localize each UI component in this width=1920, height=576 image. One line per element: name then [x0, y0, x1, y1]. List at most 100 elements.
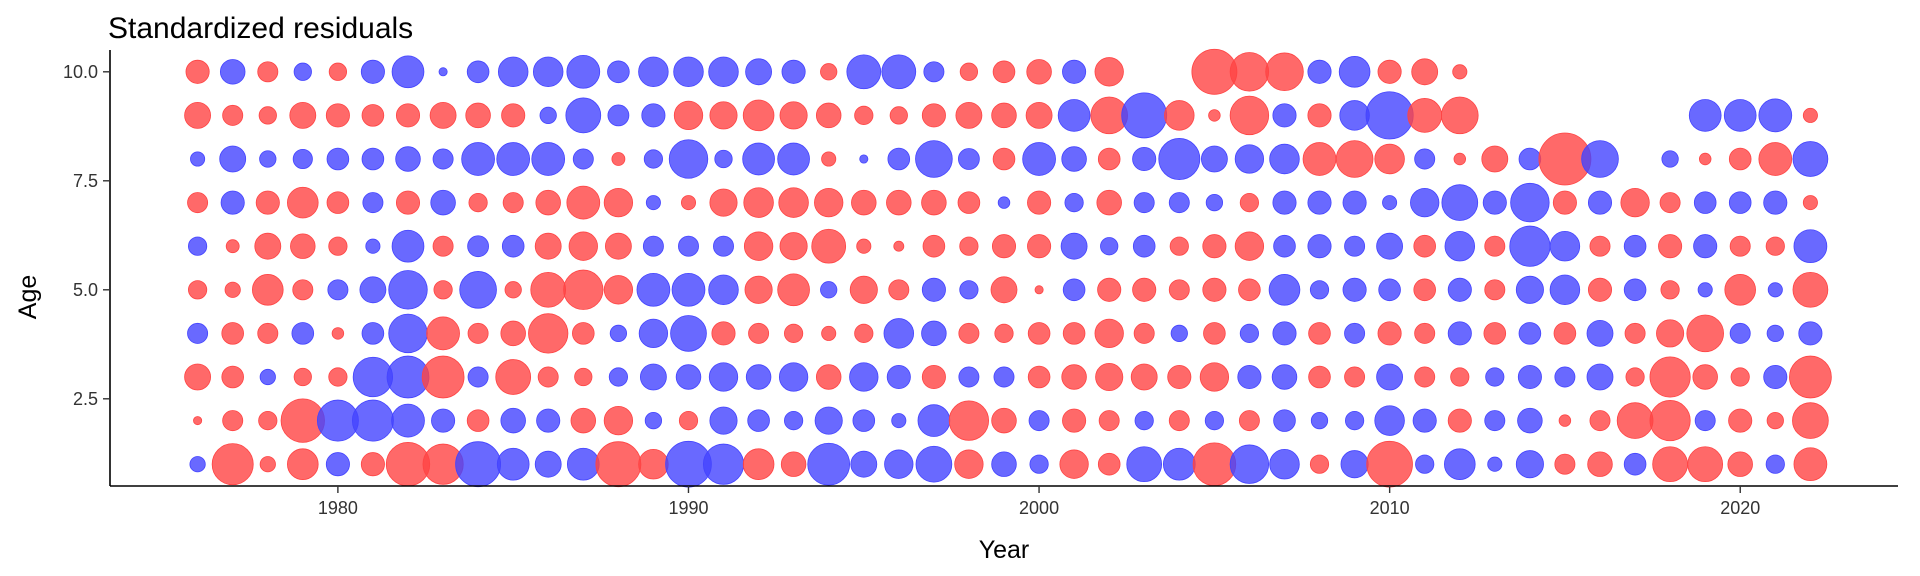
residual-bubble [1589, 410, 1611, 432]
residual-bubble [856, 238, 872, 254]
residual-bubble [327, 279, 349, 301]
residual-bubble [1057, 99, 1091, 132]
residual-bubble [1344, 366, 1366, 388]
residual-bubble [395, 103, 421, 128]
residual-bubble [849, 362, 879, 392]
residual-bubble [714, 149, 733, 169]
residual-bubble [1411, 58, 1439, 86]
residual-bubble [1272, 103, 1297, 128]
residual-bubble [891, 413, 907, 429]
residual-bubble [820, 63, 838, 81]
residual-bubble [889, 106, 908, 125]
residual-bubble [1554, 366, 1576, 388]
residual-bubble [708, 274, 739, 306]
residual-bubble [994, 323, 1014, 343]
residual-bubble [779, 232, 808, 261]
residual-bubble [254, 232, 282, 260]
residual-bubble [670, 315, 707, 352]
residual-bubble [921, 364, 946, 390]
residual-bubble [466, 409, 490, 432]
residual-bubble [1688, 99, 1722, 132]
residual-bubble [1729, 322, 1751, 344]
residual-bubble [532, 56, 564, 88]
residual-bubble [257, 322, 279, 344]
residual-bubble [850, 450, 878, 478]
residual-bubble [190, 151, 206, 167]
residual-bubble [1728, 147, 1752, 171]
residual-bubble [536, 408, 561, 433]
residual-bubble [603, 187, 634, 218]
residual-bubble [1552, 190, 1577, 215]
residual-bubble [1509, 225, 1551, 267]
residual-bubble [1168, 279, 1190, 301]
residual-bubble [747, 409, 770, 432]
residual-bubble [854, 105, 874, 125]
residual-bubble [778, 362, 809, 392]
residual-bubble [1554, 453, 1576, 475]
residual-bubble [222, 410, 244, 432]
residual-bubble [1382, 195, 1398, 211]
residual-bubble [1517, 407, 1543, 434]
residual-bubble [1623, 234, 1647, 258]
residual-bubble [255, 190, 280, 215]
residual-bubble [531, 142, 566, 176]
residual-bubble [1204, 411, 1224, 431]
residual-bubble [1061, 146, 1087, 172]
residual-bubble [1094, 318, 1124, 349]
residual-bubble [1238, 278, 1261, 302]
residual-bubble [1727, 451, 1753, 477]
residual-bubble [921, 320, 947, 347]
residual-bubble [1412, 408, 1437, 433]
residual-bubble [645, 195, 661, 211]
residual-bubble [915, 140, 953, 178]
residual-bubble [1697, 282, 1713, 298]
residual-bubble [1487, 456, 1503, 472]
residual-bubble [1027, 322, 1051, 345]
residual-bubble [1724, 274, 1756, 306]
residual-bubble [1510, 182, 1550, 223]
residual-bubble [991, 407, 1017, 434]
residual-bubble [957, 191, 981, 214]
residual-bubble [455, 441, 502, 488]
residual-bubble [1415, 454, 1435, 474]
residual-bubble [259, 456, 276, 473]
residual-bubble [325, 452, 350, 477]
residual-bubble [1061, 364, 1087, 390]
residual-bubble [811, 228, 847, 264]
residual-bubble [431, 408, 456, 433]
residual-bubble [184, 363, 212, 391]
residual-bubble [563, 269, 604, 310]
residual-bubble [1376, 232, 1403, 260]
residual-bubble [1271, 364, 1298, 390]
residual-bubble [1581, 140, 1619, 178]
residual-bubble [1414, 366, 1436, 388]
x-axis-title: Year [979, 536, 1030, 564]
residual-bubble [1026, 59, 1052, 85]
residual-bubble [1239, 323, 1259, 343]
residual-bubble [1765, 454, 1785, 474]
residual-bubble [1558, 414, 1572, 427]
residual-bubble [992, 60, 1016, 84]
residual-bubble [777, 142, 810, 176]
residual-bubble [1483, 322, 1507, 345]
residual-bubble [1167, 364, 1192, 390]
residual-bubble [1549, 274, 1581, 306]
residual-bubble [815, 102, 842, 129]
residual-bubble [709, 101, 738, 130]
residual-bubble [1028, 410, 1050, 432]
residual-bubble [351, 399, 394, 442]
residual-bubble [1269, 448, 1300, 480]
residual-bubble [1616, 402, 1654, 439]
residual-bubble [1170, 324, 1188, 343]
residual-bubble [742, 99, 775, 132]
residual-bubble [1268, 274, 1301, 306]
residual-bubble [1378, 278, 1401, 302]
residual-bubble [778, 187, 809, 218]
residual-bubble [708, 56, 739, 88]
residual-bubble [1027, 365, 1051, 389]
residual-bubble [881, 54, 917, 90]
residual-bubble [958, 322, 980, 344]
residual-bubble [221, 322, 244, 345]
residual-bubble [611, 152, 626, 166]
residual-bubble [1484, 279, 1506, 301]
